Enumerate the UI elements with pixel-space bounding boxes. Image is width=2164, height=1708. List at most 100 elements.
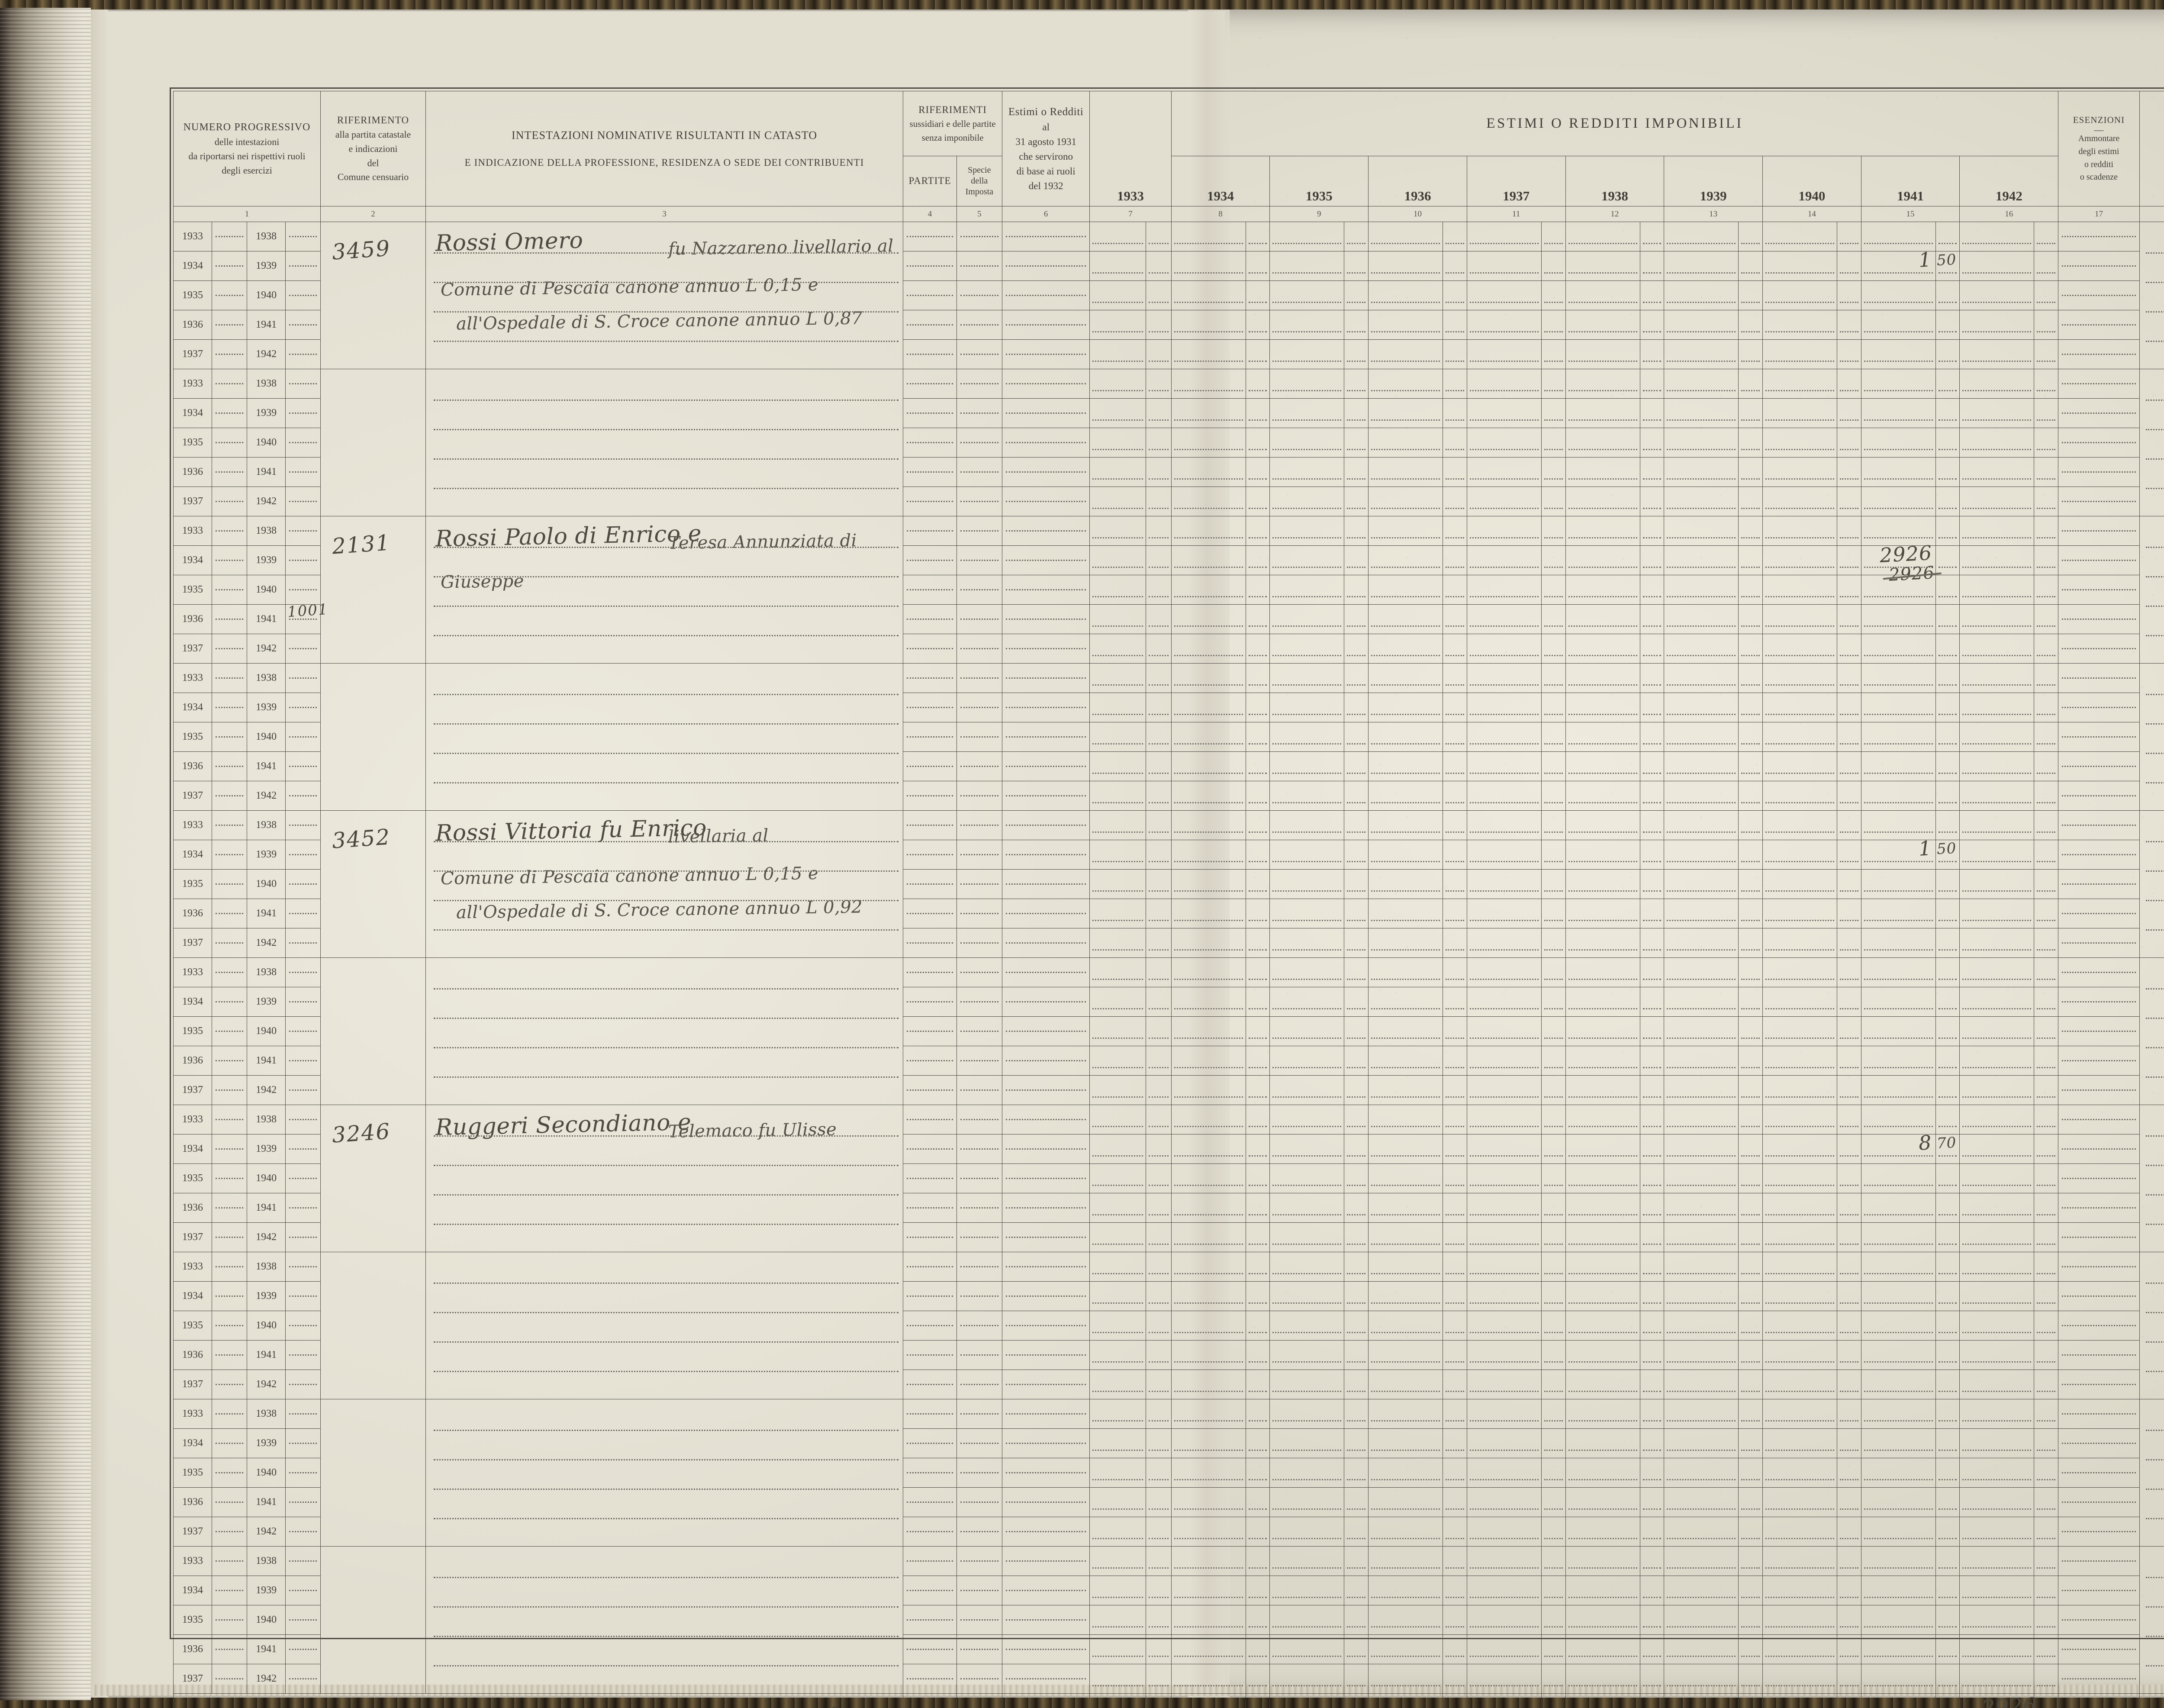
value-cent-1933[interactable] (1145, 781, 1172, 811)
annotazioni-cell-6[interactable] (2139, 957, 2164, 1105)
value-lire-1938[interactable] (1565, 575, 1640, 605)
partite-cell[interactable] (903, 575, 957, 605)
value-cent-1937[interactable] (1541, 987, 1566, 1017)
value-cent-1935[interactable] (1344, 280, 1369, 310)
value-lire-1934[interactable] (1171, 280, 1246, 310)
value-cent-1934[interactable] (1245, 280, 1270, 310)
year-left-fill-1936[interactable] (212, 1634, 248, 1664)
value-lire-1935[interactable] (1269, 1487, 1345, 1517)
value-lire-1939[interactable] (1664, 1105, 1739, 1134)
value-cent-1935[interactable] (1344, 781, 1369, 811)
value-cent-1934[interactable] (1245, 398, 1270, 428)
value-cent-1939[interactable] (1738, 1222, 1763, 1252)
value-cent-1935[interactable] (1344, 428, 1369, 458)
somma-cent-1934[interactable] (1245, 1693, 1270, 1708)
partite-cell[interactable] (903, 604, 957, 634)
value-cent-1939[interactable] (1738, 663, 1763, 693)
year-right-fill-1940[interactable] (285, 1458, 321, 1488)
intestazione-cell-4[interactable] (425, 663, 904, 811)
value-cent-1938[interactable] (1639, 487, 1665, 516)
esenzioni-cell[interactable] (2058, 840, 2140, 870)
table-row[interactable]: 1937 1942 (173, 487, 2164, 516)
value-cent-1937[interactable] (1541, 1576, 1566, 1605)
value-cent-1934[interactable] (1245, 251, 1270, 281)
value-lire-1940[interactable] (1762, 899, 1838, 928)
value-lire-1938[interactable] (1565, 1281, 1640, 1311)
value-cent-1935[interactable] (1344, 693, 1369, 722)
value-lire-1934[interactable] (1171, 928, 1246, 958)
value-lire-1939[interactable] (1664, 928, 1739, 958)
value-lire-1936[interactable] (1368, 222, 1443, 251)
value-lire-1934[interactable] (1171, 339, 1246, 369)
value-cent-1933[interactable] (1145, 987, 1172, 1017)
value-cent-1937[interactable] (1541, 1163, 1566, 1193)
value-cent-1934[interactable] (1245, 1576, 1270, 1605)
value-cent-1939[interactable] (1738, 1664, 1763, 1694)
estimi-1931-cell[interactable] (1001, 457, 1090, 487)
value-cent-1936[interactable] (1443, 1340, 1467, 1370)
value-lire-1941[interactable] (1861, 1222, 1936, 1252)
value-lire-1935[interactable] (1269, 1576, 1345, 1605)
esenzioni-cell[interactable] (2058, 1576, 2140, 1605)
intestazione-cell-2[interactable] (425, 369, 904, 516)
value-cent-1936[interactable] (1443, 869, 1467, 899)
value-cent-1941[interactable] (1935, 869, 1960, 899)
partite-cell[interactable] (903, 310, 957, 340)
value-cent-1936[interactable] (1443, 1163, 1467, 1193)
value-cent-1940[interactable] (1837, 751, 1861, 781)
value-cent-1940[interactable] (1837, 840, 1861, 870)
esenzioni-cell[interactable] (2058, 487, 2140, 516)
value-lire-1942[interactable] (1959, 516, 2035, 546)
riferimento-cell-2[interactable] (320, 369, 426, 516)
esenzioni-cell[interactable] (2058, 369, 2140, 399)
value-lire-1941[interactable] (1861, 1428, 1936, 1458)
value-cent-1940[interactable] (1837, 781, 1861, 811)
year-left-fill-1936[interactable] (212, 604, 248, 634)
value-cent-1933[interactable] (1145, 634, 1172, 664)
specie-imposta-cell[interactable] (956, 1370, 1002, 1399)
partite-cell[interactable] (903, 1399, 957, 1429)
somma-cent-1933[interactable] (1145, 1693, 1172, 1708)
value-cent-1936[interactable] (1443, 1016, 1467, 1046)
value-lire-1938[interactable] (1565, 1340, 1640, 1370)
value-cent-1938[interactable] (1639, 899, 1665, 928)
year-right-fill-1938[interactable] (285, 663, 321, 693)
value-lire-1941[interactable] (1861, 516, 1936, 546)
value-lire-1942[interactable] (1959, 1105, 2035, 1134)
value-lire-1935[interactable] (1269, 1281, 1345, 1311)
value-cent-1935[interactable] (1344, 398, 1369, 428)
esenzioni-cell[interactable] (2058, 899, 2140, 928)
specie-imposta-cell[interactable] (956, 1311, 1002, 1341)
value-cent-1938[interactable] (1639, 516, 1665, 546)
value-lire-1938[interactable] (1565, 899, 1640, 928)
value-lire-1940[interactable] (1762, 545, 1838, 575)
year-right-fill-1939[interactable] (285, 987, 321, 1017)
value-cent-1936[interactable] (1443, 1311, 1467, 1341)
esenzioni-cell[interactable] (2058, 545, 2140, 575)
partite-cell[interactable] (903, 1546, 957, 1576)
value-lire-1939[interactable] (1664, 369, 1739, 399)
year-left-fill-1934[interactable] (212, 545, 248, 575)
value-lire-1941[interactable] (1861, 428, 1936, 458)
estimi-1931-cell[interactable] (1001, 222, 1090, 251)
value-lire-1936[interactable] (1368, 251, 1443, 281)
value-lire-1938[interactable] (1565, 751, 1640, 781)
value-lire-1935[interactable] (1269, 1311, 1345, 1341)
value-lire-1940[interactable] (1762, 693, 1838, 722)
value-lire-1934[interactable] (1171, 957, 1246, 987)
value-cent-1939[interactable] (1738, 957, 1763, 987)
value-lire-1933[interactable] (1089, 1428, 1146, 1458)
value-cent-1942[interactable] (2034, 1340, 2059, 1370)
value-cent-1940[interactable] (1837, 1252, 1861, 1282)
table-row[interactable]: 1934 1939 1 50 (173, 248, 2164, 281)
value-cent-1939[interactable] (1738, 1576, 1763, 1605)
value-cent-1934[interactable] (1245, 1546, 1270, 1576)
specie-imposta-cell[interactable] (956, 928, 1002, 958)
value-cent-1942[interactable] (2034, 1399, 2059, 1429)
value-lire-1941[interactable] (1861, 280, 1936, 310)
value-cent-1939[interactable] (1738, 487, 1763, 516)
value-cent-1938[interactable] (1639, 1193, 1665, 1223)
specie-imposta-cell[interactable] (956, 1576, 1002, 1605)
value-cent-1938[interactable] (1639, 957, 1665, 987)
table-row[interactable]: 1937 1942 (173, 1664, 2164, 1694)
